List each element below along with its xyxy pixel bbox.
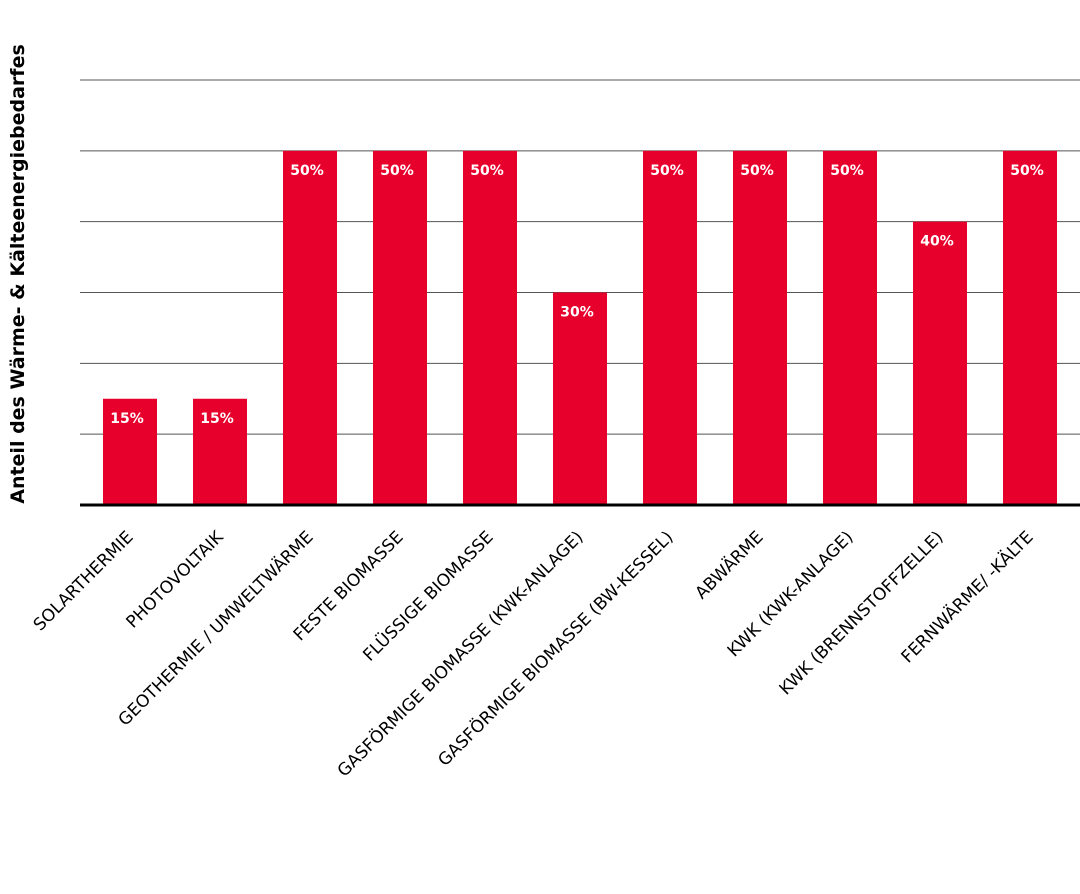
bar (553, 292, 607, 505)
data-label: 50% (1010, 163, 1044, 179)
category-label: ABWÄRME (691, 527, 768, 604)
bar (283, 150, 337, 506)
data-label: 50% (380, 163, 414, 179)
data-label: 30% (560, 305, 594, 321)
data-label: 50% (830, 163, 864, 179)
bar (643, 150, 697, 506)
bar (823, 150, 877, 506)
data-labels: 15% 15% 50% 50% 50% 30% 50% 50% 50% 40% 50% (110, 163, 1044, 427)
data-label: 15% (200, 411, 234, 427)
category-label: PHOTOVOLTAIK (122, 527, 228, 633)
bar (913, 221, 967, 505)
data-label: 50% (740, 163, 774, 179)
bar (733, 150, 787, 506)
data-label: 15% (110, 411, 144, 427)
y-axis-label: Anteil des Wärme- & Kälteenergiebedarfes (7, 44, 29, 504)
data-label: 50% (470, 163, 504, 179)
data-label: 50% (290, 163, 324, 179)
bar (103, 398, 157, 505)
data-label: 40% (920, 234, 954, 250)
data-label: 50% (650, 163, 684, 179)
category-label: GEOTHERMIE / UMWELTWÄRME (114, 527, 318, 731)
bar (373, 150, 427, 506)
bars (103, 150, 1057, 506)
bar (193, 398, 247, 505)
category-label: SOLARTHERMIE (30, 527, 138, 635)
category-label: KWK (BRENNSTOFFZELLE) (776, 527, 948, 699)
bar (1003, 150, 1057, 506)
bar (463, 150, 517, 506)
